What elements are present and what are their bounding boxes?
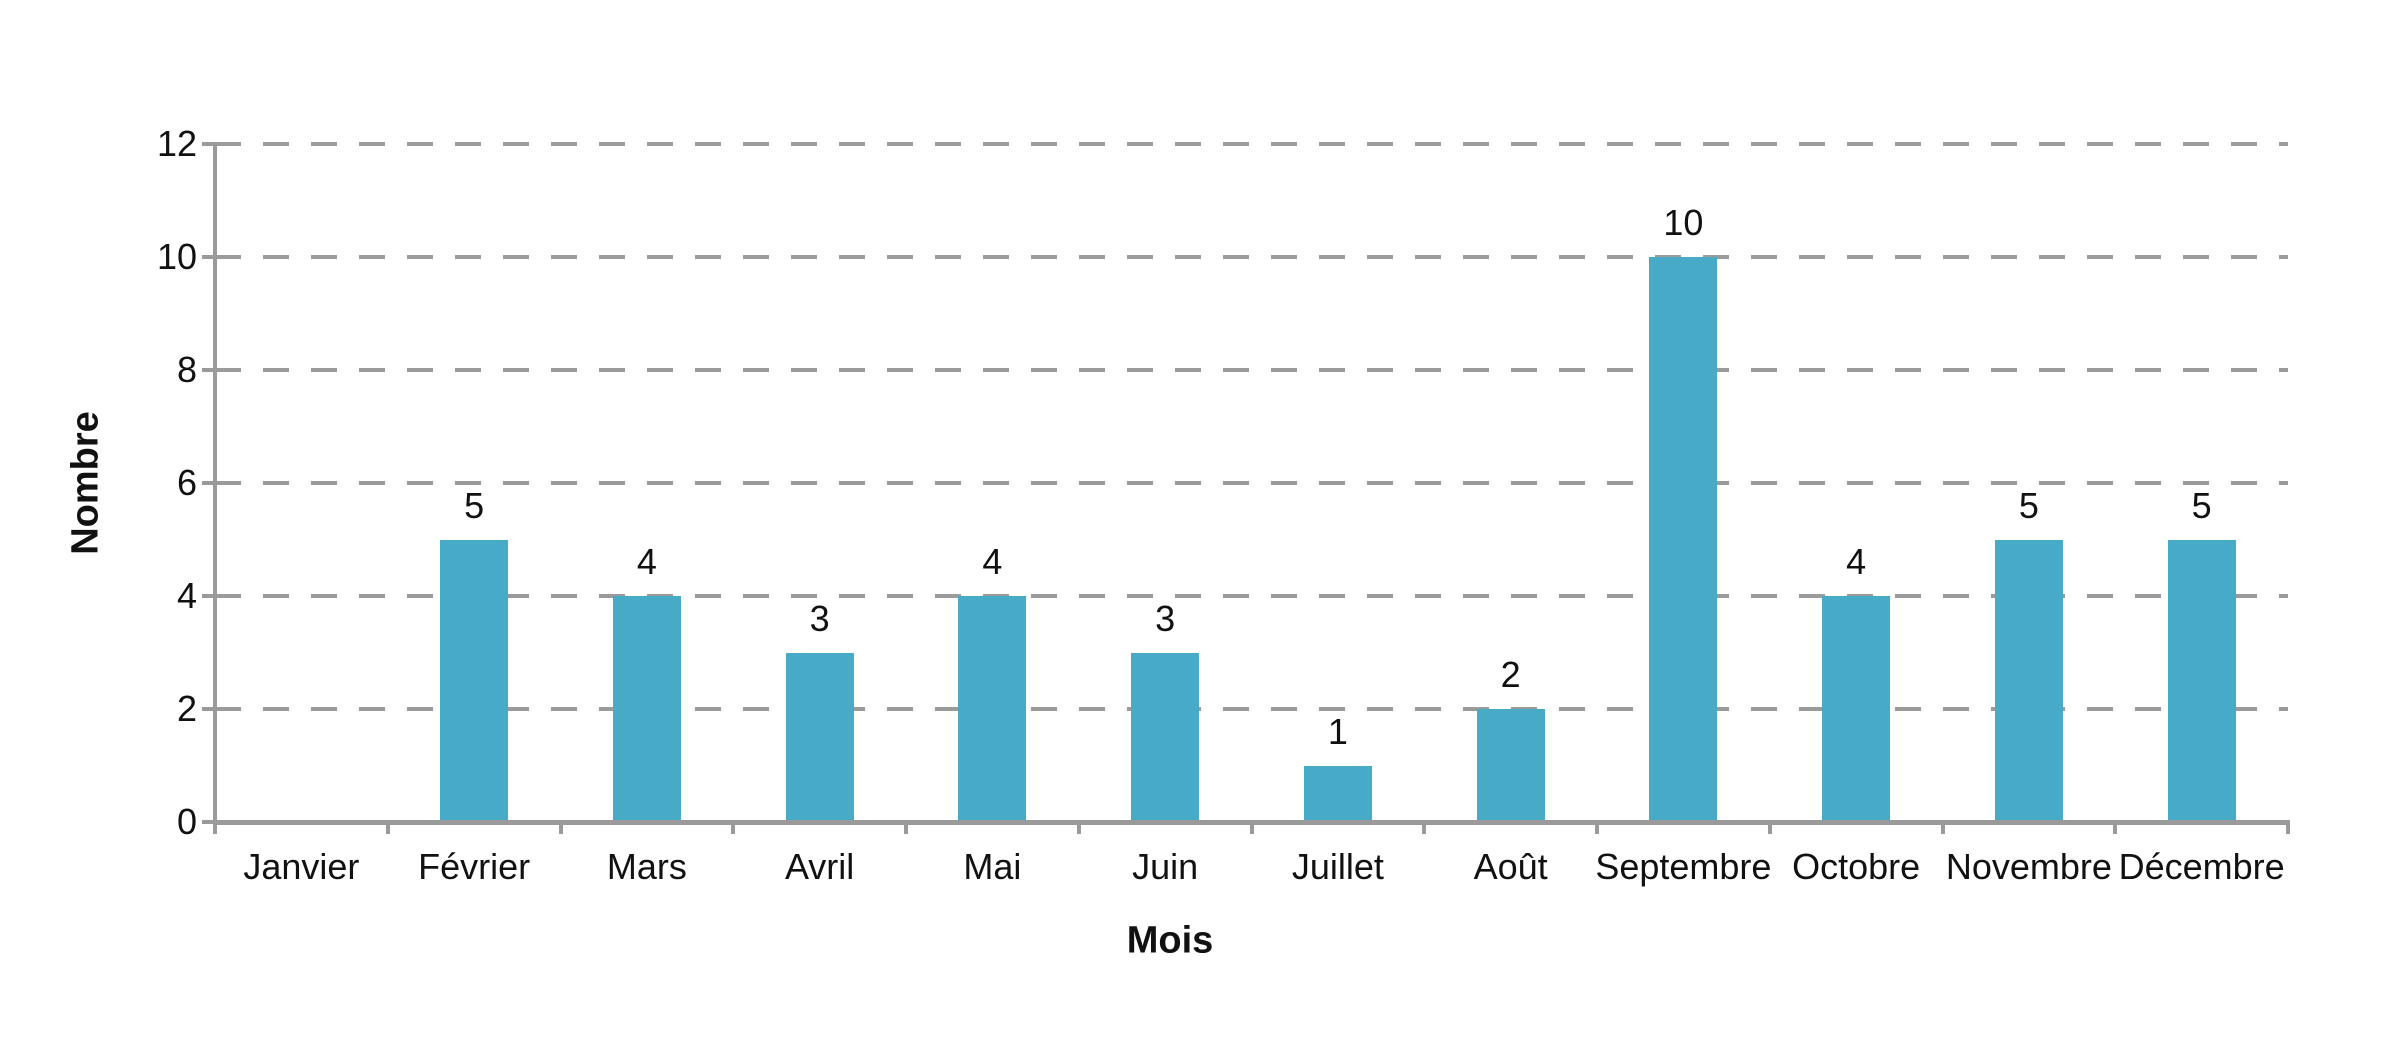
gridline-y-2 (215, 707, 2288, 711)
x-category-label: Mai (963, 846, 1022, 887)
bar-juin (1131, 652, 1200, 820)
x-axis-title: Mois (1126, 919, 1214, 962)
x-tick-mark (558, 820, 563, 834)
bar-juillet (1303, 765, 1372, 820)
x-category-label: Février (418, 846, 531, 887)
x-category-label: Novembre (1945, 846, 2112, 887)
x-tick-mark (213, 820, 217, 834)
bar-value-label: 3 (809, 597, 830, 639)
x-category-label: Décembre (2118, 846, 2285, 887)
bar-mai (958, 596, 1027, 820)
y-tick-label: 8 (176, 349, 197, 390)
gridline-y-6 (215, 481, 2288, 485)
y-tick-mark (202, 142, 216, 146)
x-category-label: Septembre (1595, 846, 1772, 887)
x-tick-mark (1422, 820, 1427, 834)
bar-value-label: 3 (1155, 597, 1176, 639)
bar-value-label: 1 (1327, 710, 1348, 752)
x-category-label: Juin (1132, 846, 1199, 887)
x-tick-mark (1076, 820, 1081, 834)
x-tick-mark (731, 820, 736, 834)
y-tick-mark (202, 481, 216, 485)
bar-décembre (2167, 539, 2236, 820)
bar-value-label: 5 (2191, 484, 2212, 526)
x-axis-line (213, 820, 2290, 825)
bar-octobre (1822, 596, 1891, 820)
x-category-label: Juillet (1291, 846, 1384, 887)
x-tick-mark (904, 820, 908, 834)
bar-avril (785, 652, 854, 820)
bar-mars (612, 596, 681, 820)
x-category-label: Janvier (243, 846, 360, 887)
y-tick-label: 4 (176, 575, 197, 616)
x-tick-mark (385, 820, 390, 834)
bar-septembre (1649, 257, 1718, 820)
y-tick-label: 12 (156, 123, 197, 164)
bar-value-label: 4 (1846, 541, 1867, 582)
bar-value-label: 10 (1663, 202, 1704, 243)
bar-value-label: 2 (1500, 654, 1521, 695)
gridline-y-8 (215, 368, 2288, 372)
gridline-y-10 (215, 255, 2288, 259)
x-tick-mark (1249, 820, 1254, 834)
x-tick-mark (1940, 820, 1945, 834)
y-tick-mark (202, 368, 216, 372)
bar-value-label: 4 (636, 541, 657, 582)
bar-novembre (1994, 539, 2063, 820)
x-category-label: Août (1473, 846, 1548, 887)
x-category-label: Avril (784, 846, 855, 887)
y-tick-mark (202, 707, 216, 711)
x-tick-mark (2113, 820, 2118, 834)
y-axis-line (213, 142, 217, 822)
bar-value-label: 5 (2018, 484, 2039, 526)
y-tick-label: 2 (176, 688, 197, 729)
x-tick-mark (1595, 820, 1599, 834)
y-tick-label: 0 (176, 801, 197, 842)
y-tick-mark (202, 594, 216, 598)
bar-value-label: 5 (464, 484, 485, 526)
y-tick-mark (202, 820, 216, 824)
bar-août (1476, 709, 1545, 820)
gridline-y-4 (215, 594, 2288, 598)
x-category-label: Mars (606, 846, 687, 887)
bar-février (440, 539, 509, 820)
y-tick-mark (202, 255, 216, 259)
x-tick-mark (2286, 820, 2290, 834)
bar-value-label: 4 (982, 541, 1003, 582)
gridline-y-12 (215, 142, 2288, 146)
x-category-label: Octobre (1792, 846, 1921, 887)
y-tick-label: 10 (156, 236, 197, 277)
y-tick-label: 6 (176, 462, 197, 503)
x-tick-mark (1767, 820, 1772, 834)
